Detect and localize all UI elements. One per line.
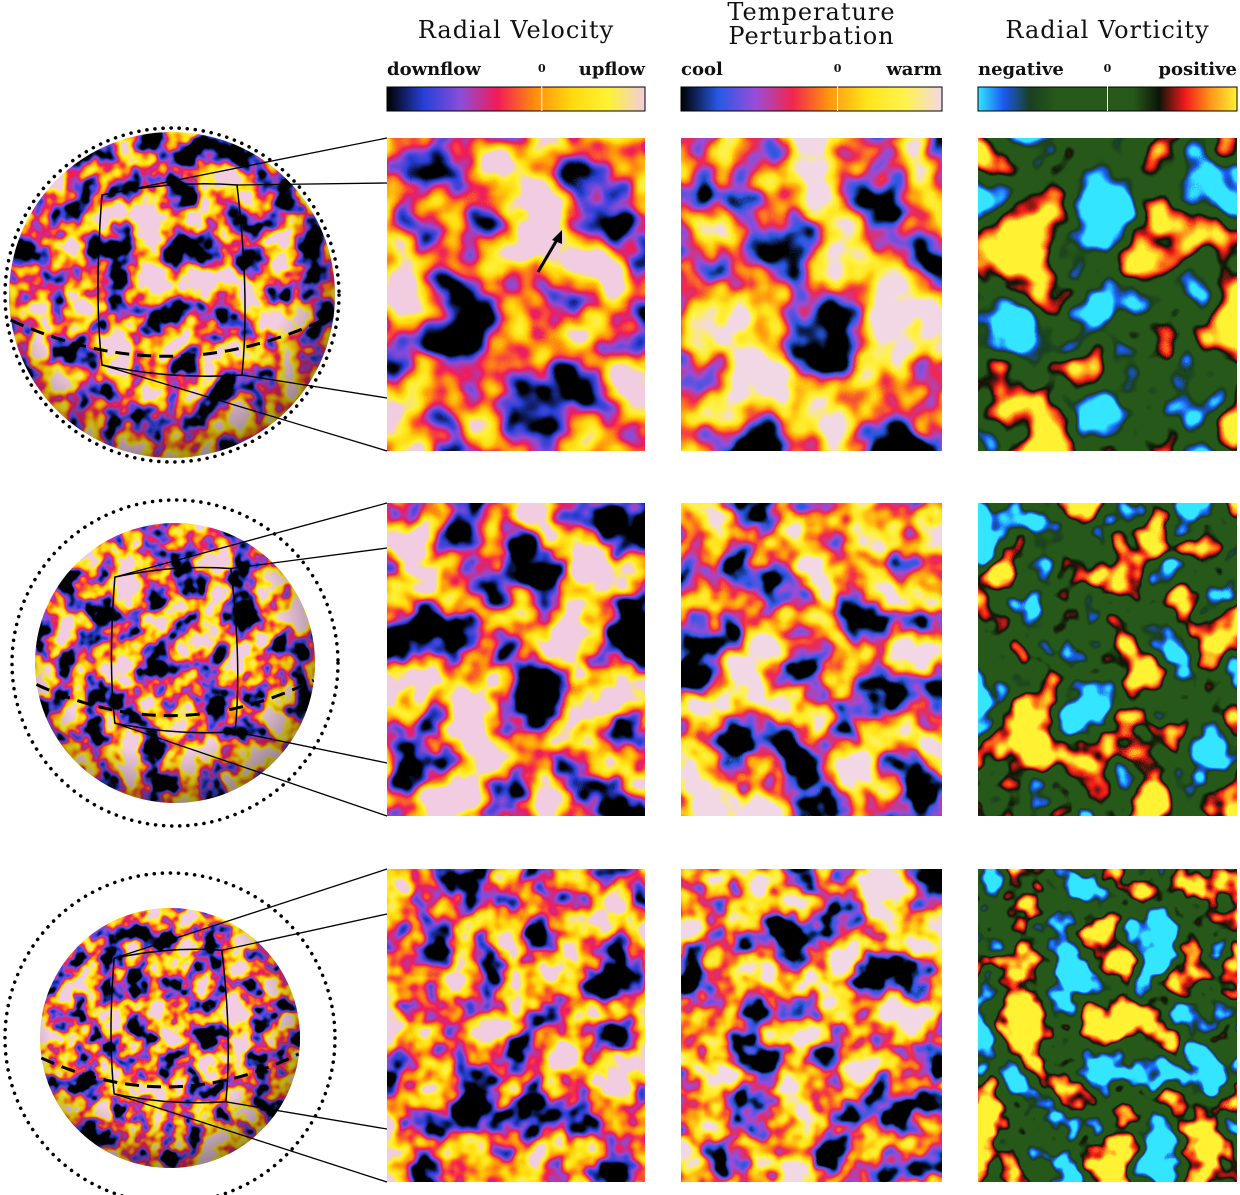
equator <box>40 1052 300 1089</box>
colorbar-right-label: upflow <box>579 59 646 80</box>
zoom-line <box>101 364 388 452</box>
colorbar-left-label: negative <box>978 59 1064 80</box>
colorbar-zero-label: 0 <box>538 62 546 75</box>
colorbar-left-label: cool <box>681 59 723 80</box>
simulation-panel <box>386 502 646 817</box>
colorbar-zero-label: 0 <box>834 62 842 75</box>
simulation-panel <box>386 137 646 452</box>
sphere-shade <box>40 908 300 1168</box>
dotted-ring <box>3 871 337 1195</box>
column-title: Radial Vorticity <box>1005 16 1209 44</box>
zoom-line <box>221 913 388 951</box>
column-header: Radial Vorticity negative positive 0 <box>977 16 1238 112</box>
dotted-ring <box>3 126 341 464</box>
zoom-line <box>241 374 388 399</box>
sphere-group <box>3 868 388 1195</box>
simulation-panel <box>680 502 943 817</box>
sphere-group <box>3 126 388 464</box>
zoom-line <box>113 868 388 959</box>
zoom-region <box>110 566 239 734</box>
zoom-line <box>101 137 388 196</box>
simulation-panel <box>386 868 646 1183</box>
sphere-shade <box>35 523 315 803</box>
column-header: Radial Velocity downflow upflow 0 <box>386 16 646 112</box>
sphere-group <box>10 498 388 828</box>
zoom-line <box>114 502 388 578</box>
equator <box>35 678 315 718</box>
colorbar <box>680 86 943 112</box>
zoom-line <box>113 1093 388 1183</box>
zoom-line <box>114 722 388 817</box>
simulation-panel <box>680 868 943 1183</box>
zoom-line <box>236 182 388 186</box>
simulation-panel <box>977 502 1238 817</box>
colorbar-right-label: warm <box>885 59 942 80</box>
colorbar-left-label: downflow <box>387 59 481 80</box>
zoom-line <box>230 547 388 570</box>
zoom-region <box>110 948 230 1104</box>
zoom-line <box>234 731 388 764</box>
zoom-line <box>225 1101 388 1130</box>
simulation-panel <box>680 137 943 452</box>
colorbar-zero-label: 0 <box>1104 62 1112 75</box>
dotted-ring <box>10 498 340 828</box>
arrowhead <box>552 230 562 244</box>
column-title: Perturbation <box>728 22 894 50</box>
simulation-panel <box>977 137 1238 452</box>
colorbar-right-label: positive <box>1158 59 1237 80</box>
simulation-panel <box>977 868 1238 1183</box>
colorbar <box>386 86 646 112</box>
arrow <box>536 237 560 273</box>
column-title: Radial Velocity <box>418 16 614 44</box>
column-title: Temperature <box>727 0 895 26</box>
equator <box>9 313 335 358</box>
